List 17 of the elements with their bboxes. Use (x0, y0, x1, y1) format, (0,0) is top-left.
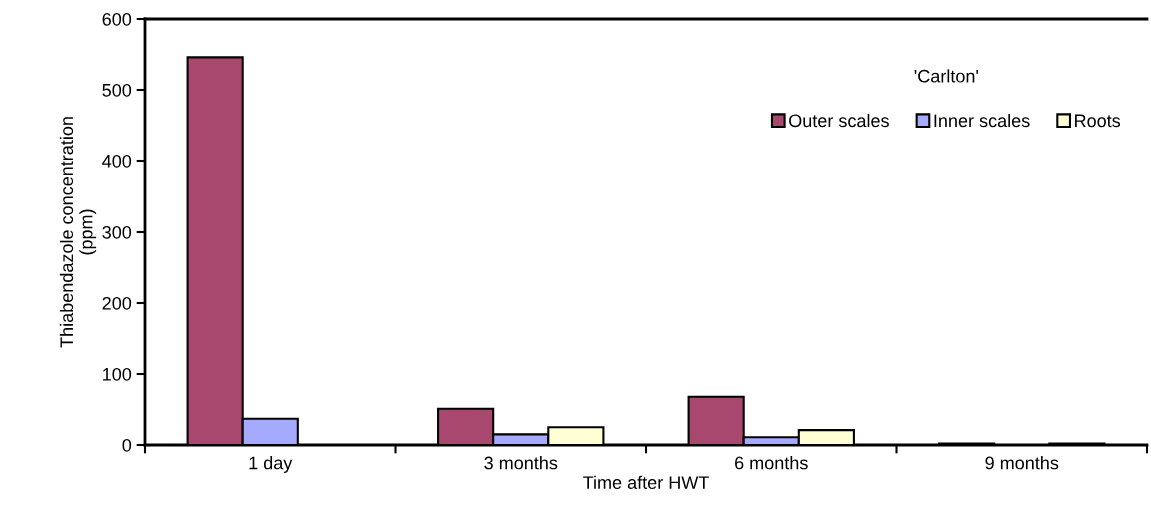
y-tick-label: 500 (102, 83, 132, 97)
x-tick-label: 3 months (484, 456, 558, 470)
legend-label: Roots (1075, 114, 1121, 128)
x-tick-label: 1 day (249, 456, 293, 473)
x-tick-label: 6 months (735, 456, 808, 470)
y-tick-label: 400 (102, 154, 132, 168)
y-tick-label: 300 (102, 225, 132, 239)
x-axis-title: Time after HWT (583, 475, 709, 489)
y-tick-label: 600 (102, 12, 132, 26)
y-tick-label: 100 (103, 367, 132, 381)
y-axis-title: Thiabendazole concentration (ppm) (59, 117, 97, 348)
legend-label: Outer scales (789, 113, 889, 128)
y-tick-label: 0 (122, 438, 132, 452)
x-tick-label: 9 months (985, 456, 1059, 470)
legend-title: 'Carlton' (914, 69, 978, 83)
y-tick-label: 200 (102, 296, 132, 310)
legend-label: Inner scales (934, 113, 1030, 128)
